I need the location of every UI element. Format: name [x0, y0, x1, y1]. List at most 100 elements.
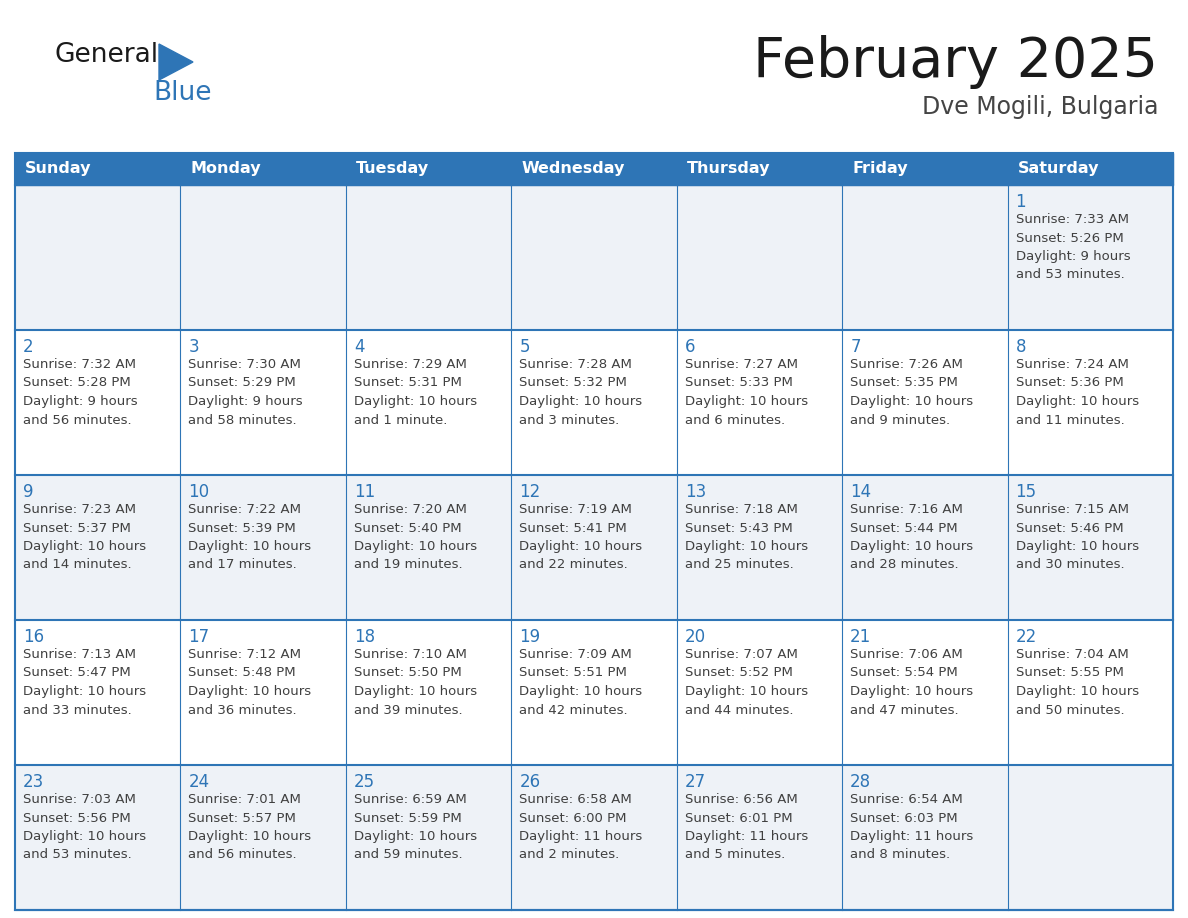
- Text: and 56 minutes.: and 56 minutes.: [189, 848, 297, 861]
- Text: 19: 19: [519, 628, 541, 646]
- Text: Sunset: 5:40 PM: Sunset: 5:40 PM: [354, 521, 461, 534]
- Text: Tuesday: Tuesday: [356, 162, 429, 176]
- Bar: [511, 620, 677, 765]
- Bar: [677, 475, 842, 620]
- Text: Sunrise: 6:56 AM: Sunrise: 6:56 AM: [684, 793, 797, 806]
- Text: 17: 17: [189, 628, 209, 646]
- Text: Sunset: 6:01 PM: Sunset: 6:01 PM: [684, 812, 792, 824]
- Text: Daylight: 10 hours: Daylight: 10 hours: [684, 540, 808, 553]
- Bar: [181, 765, 346, 910]
- Text: Sunrise: 7:04 AM: Sunrise: 7:04 AM: [1016, 648, 1129, 661]
- Bar: [677, 620, 842, 765]
- Text: Sunrise: 6:54 AM: Sunrise: 6:54 AM: [851, 793, 963, 806]
- Text: and 50 minutes.: and 50 minutes.: [1016, 703, 1124, 717]
- Text: 8: 8: [1016, 338, 1026, 356]
- Text: Sunset: 5:35 PM: Sunset: 5:35 PM: [851, 376, 958, 389]
- Text: Sunrise: 7:26 AM: Sunrise: 7:26 AM: [851, 358, 963, 371]
- Text: 7: 7: [851, 338, 860, 356]
- Text: and 22 minutes.: and 22 minutes.: [519, 558, 628, 572]
- Text: Daylight: 10 hours: Daylight: 10 hours: [189, 685, 311, 698]
- Text: 26: 26: [519, 773, 541, 791]
- Text: Sunset: 5:51 PM: Sunset: 5:51 PM: [519, 666, 627, 679]
- Text: 3: 3: [189, 338, 200, 356]
- Text: Blue: Blue: [153, 80, 211, 106]
- Text: Daylight: 11 hours: Daylight: 11 hours: [519, 830, 643, 843]
- Text: and 28 minutes.: and 28 minutes.: [851, 558, 959, 572]
- Text: Sunset: 5:28 PM: Sunset: 5:28 PM: [23, 376, 131, 389]
- Text: Daylight: 9 hours: Daylight: 9 hours: [1016, 250, 1130, 263]
- Text: Sunset: 5:29 PM: Sunset: 5:29 PM: [189, 376, 296, 389]
- Bar: [1007, 765, 1173, 910]
- Text: Sunset: 5:57 PM: Sunset: 5:57 PM: [189, 812, 296, 824]
- Text: Sunset: 5:47 PM: Sunset: 5:47 PM: [23, 666, 131, 679]
- Text: Daylight: 10 hours: Daylight: 10 hours: [851, 685, 973, 698]
- Bar: [677, 765, 842, 910]
- Text: Daylight: 10 hours: Daylight: 10 hours: [1016, 540, 1138, 553]
- Text: and 3 minutes.: and 3 minutes.: [519, 413, 619, 427]
- Text: Sunrise: 7:33 AM: Sunrise: 7:33 AM: [1016, 213, 1129, 226]
- Text: Daylight: 10 hours: Daylight: 10 hours: [189, 830, 311, 843]
- Text: 9: 9: [23, 483, 33, 501]
- Text: Sunrise: 7:30 AM: Sunrise: 7:30 AM: [189, 358, 302, 371]
- Text: Daylight: 10 hours: Daylight: 10 hours: [23, 685, 146, 698]
- Text: Daylight: 9 hours: Daylight: 9 hours: [189, 395, 303, 408]
- Text: Sunrise: 7:15 AM: Sunrise: 7:15 AM: [1016, 503, 1129, 516]
- Bar: [842, 153, 1007, 185]
- Text: 6: 6: [684, 338, 695, 356]
- Text: Sunrise: 7:12 AM: Sunrise: 7:12 AM: [189, 648, 302, 661]
- Text: Sunrise: 7:16 AM: Sunrise: 7:16 AM: [851, 503, 963, 516]
- Text: Saturday: Saturday: [1018, 162, 1099, 176]
- Text: and 42 minutes.: and 42 minutes.: [519, 703, 628, 717]
- Text: Sunset: 6:00 PM: Sunset: 6:00 PM: [519, 812, 627, 824]
- Text: and 19 minutes.: and 19 minutes.: [354, 558, 462, 572]
- Text: and 59 minutes.: and 59 minutes.: [354, 848, 462, 861]
- Text: 21: 21: [851, 628, 871, 646]
- Text: and 11 minutes.: and 11 minutes.: [1016, 413, 1124, 427]
- Text: Sunset: 5:46 PM: Sunset: 5:46 PM: [1016, 521, 1123, 534]
- Text: and 53 minutes.: and 53 minutes.: [23, 848, 132, 861]
- Text: 16: 16: [23, 628, 44, 646]
- Text: and 44 minutes.: and 44 minutes.: [684, 703, 794, 717]
- Text: Sunrise: 7:06 AM: Sunrise: 7:06 AM: [851, 648, 963, 661]
- Text: and 5 minutes.: and 5 minutes.: [684, 848, 785, 861]
- Bar: [511, 475, 677, 620]
- Text: Daylight: 10 hours: Daylight: 10 hours: [23, 540, 146, 553]
- Text: Daylight: 10 hours: Daylight: 10 hours: [354, 540, 478, 553]
- Text: 11: 11: [354, 483, 375, 501]
- Text: and 1 minute.: and 1 minute.: [354, 413, 447, 427]
- Text: 28: 28: [851, 773, 871, 791]
- Text: 24: 24: [189, 773, 209, 791]
- Bar: [1007, 185, 1173, 330]
- Text: and 30 minutes.: and 30 minutes.: [1016, 558, 1124, 572]
- Bar: [511, 153, 677, 185]
- Text: Sunset: 5:50 PM: Sunset: 5:50 PM: [354, 666, 462, 679]
- Text: Sunset: 6:03 PM: Sunset: 6:03 PM: [851, 812, 958, 824]
- Text: Sunrise: 7:09 AM: Sunrise: 7:09 AM: [519, 648, 632, 661]
- Text: and 53 minutes.: and 53 minutes.: [1016, 268, 1124, 282]
- Text: Sunset: 5:54 PM: Sunset: 5:54 PM: [851, 666, 958, 679]
- Bar: [181, 185, 346, 330]
- Text: General: General: [55, 42, 159, 68]
- Text: 23: 23: [23, 773, 44, 791]
- Text: 27: 27: [684, 773, 706, 791]
- Text: Sunrise: 7:20 AM: Sunrise: 7:20 AM: [354, 503, 467, 516]
- Text: Sunrise: 7:29 AM: Sunrise: 7:29 AM: [354, 358, 467, 371]
- Bar: [511, 765, 677, 910]
- Text: Daylight: 10 hours: Daylight: 10 hours: [1016, 395, 1138, 408]
- Text: Sunset: 5:44 PM: Sunset: 5:44 PM: [851, 521, 958, 534]
- Text: Friday: Friday: [852, 162, 908, 176]
- Text: Daylight: 10 hours: Daylight: 10 hours: [519, 685, 643, 698]
- Bar: [1007, 330, 1173, 475]
- Text: 1: 1: [1016, 193, 1026, 211]
- Text: Daylight: 10 hours: Daylight: 10 hours: [519, 395, 643, 408]
- Text: Daylight: 10 hours: Daylight: 10 hours: [354, 395, 478, 408]
- Bar: [511, 185, 677, 330]
- Text: and 33 minutes.: and 33 minutes.: [23, 703, 132, 717]
- Bar: [15, 153, 181, 185]
- Text: Daylight: 11 hours: Daylight: 11 hours: [684, 830, 808, 843]
- Text: 2: 2: [23, 338, 33, 356]
- Bar: [181, 153, 346, 185]
- Text: Sunrise: 7:03 AM: Sunrise: 7:03 AM: [23, 793, 135, 806]
- Text: Sunset: 5:39 PM: Sunset: 5:39 PM: [189, 521, 296, 534]
- Bar: [346, 765, 511, 910]
